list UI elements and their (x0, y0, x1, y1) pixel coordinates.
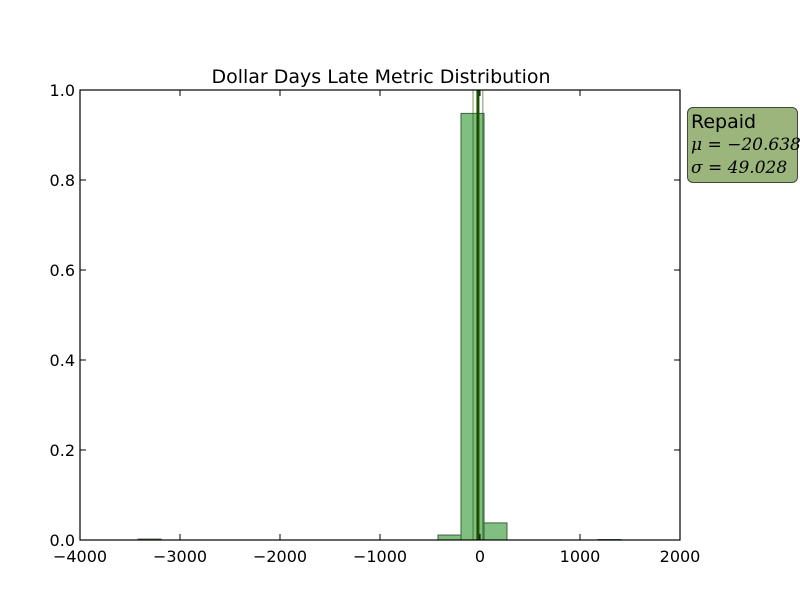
x-tick-label-3: −1000 (353, 547, 407, 566)
plot-frame (79, 89, 681, 541)
legend-label: Repaid (691, 111, 757, 133)
axis-ticks (79, 89, 681, 541)
x-tick-label-5: 1000 (560, 547, 601, 566)
stats-legend-box: Repaid μ = −20.638 σ = 49.028 (687, 107, 800, 183)
y-tick-label-0: 0.0 (50, 531, 75, 550)
chart-title: Dollar Days Late Metric Distribution (211, 66, 550, 88)
histogram-bar-2 (460, 112, 485, 541)
x-tick-labels: −4000 −3000 −2000 −1000 0 1000 2000 (53, 547, 700, 566)
x-tick-label-1: −3000 (153, 547, 207, 566)
x-tick-label-4: 0 (475, 547, 485, 566)
std-stat: σ = 49.028 (691, 158, 788, 178)
y-tick-label-2: 0.4 (50, 351, 75, 370)
mean-stat: μ = −20.638 (691, 135, 800, 155)
y-tick-label-3: 0.6 (50, 261, 75, 280)
histogram-bars (137, 112, 622, 541)
x-tick-label-2: −2000 (253, 547, 307, 566)
x-tick-label-0: −4000 (53, 547, 107, 566)
y-tick-label-5: 1.0 (50, 81, 75, 100)
y-tick-label-1: 0.2 (50, 441, 75, 460)
histogram-bar-3 (483, 522, 508, 541)
y-tick-label-4: 0.8 (50, 171, 75, 190)
mean-std-lines (472, 90, 484, 540)
y-tick-labels: 0.0 0.2 0.4 0.6 0.8 1.0 (50, 81, 75, 550)
histogram-bar-1 (437, 534, 462, 541)
x-tick-label-6: 2000 (660, 547, 701, 566)
